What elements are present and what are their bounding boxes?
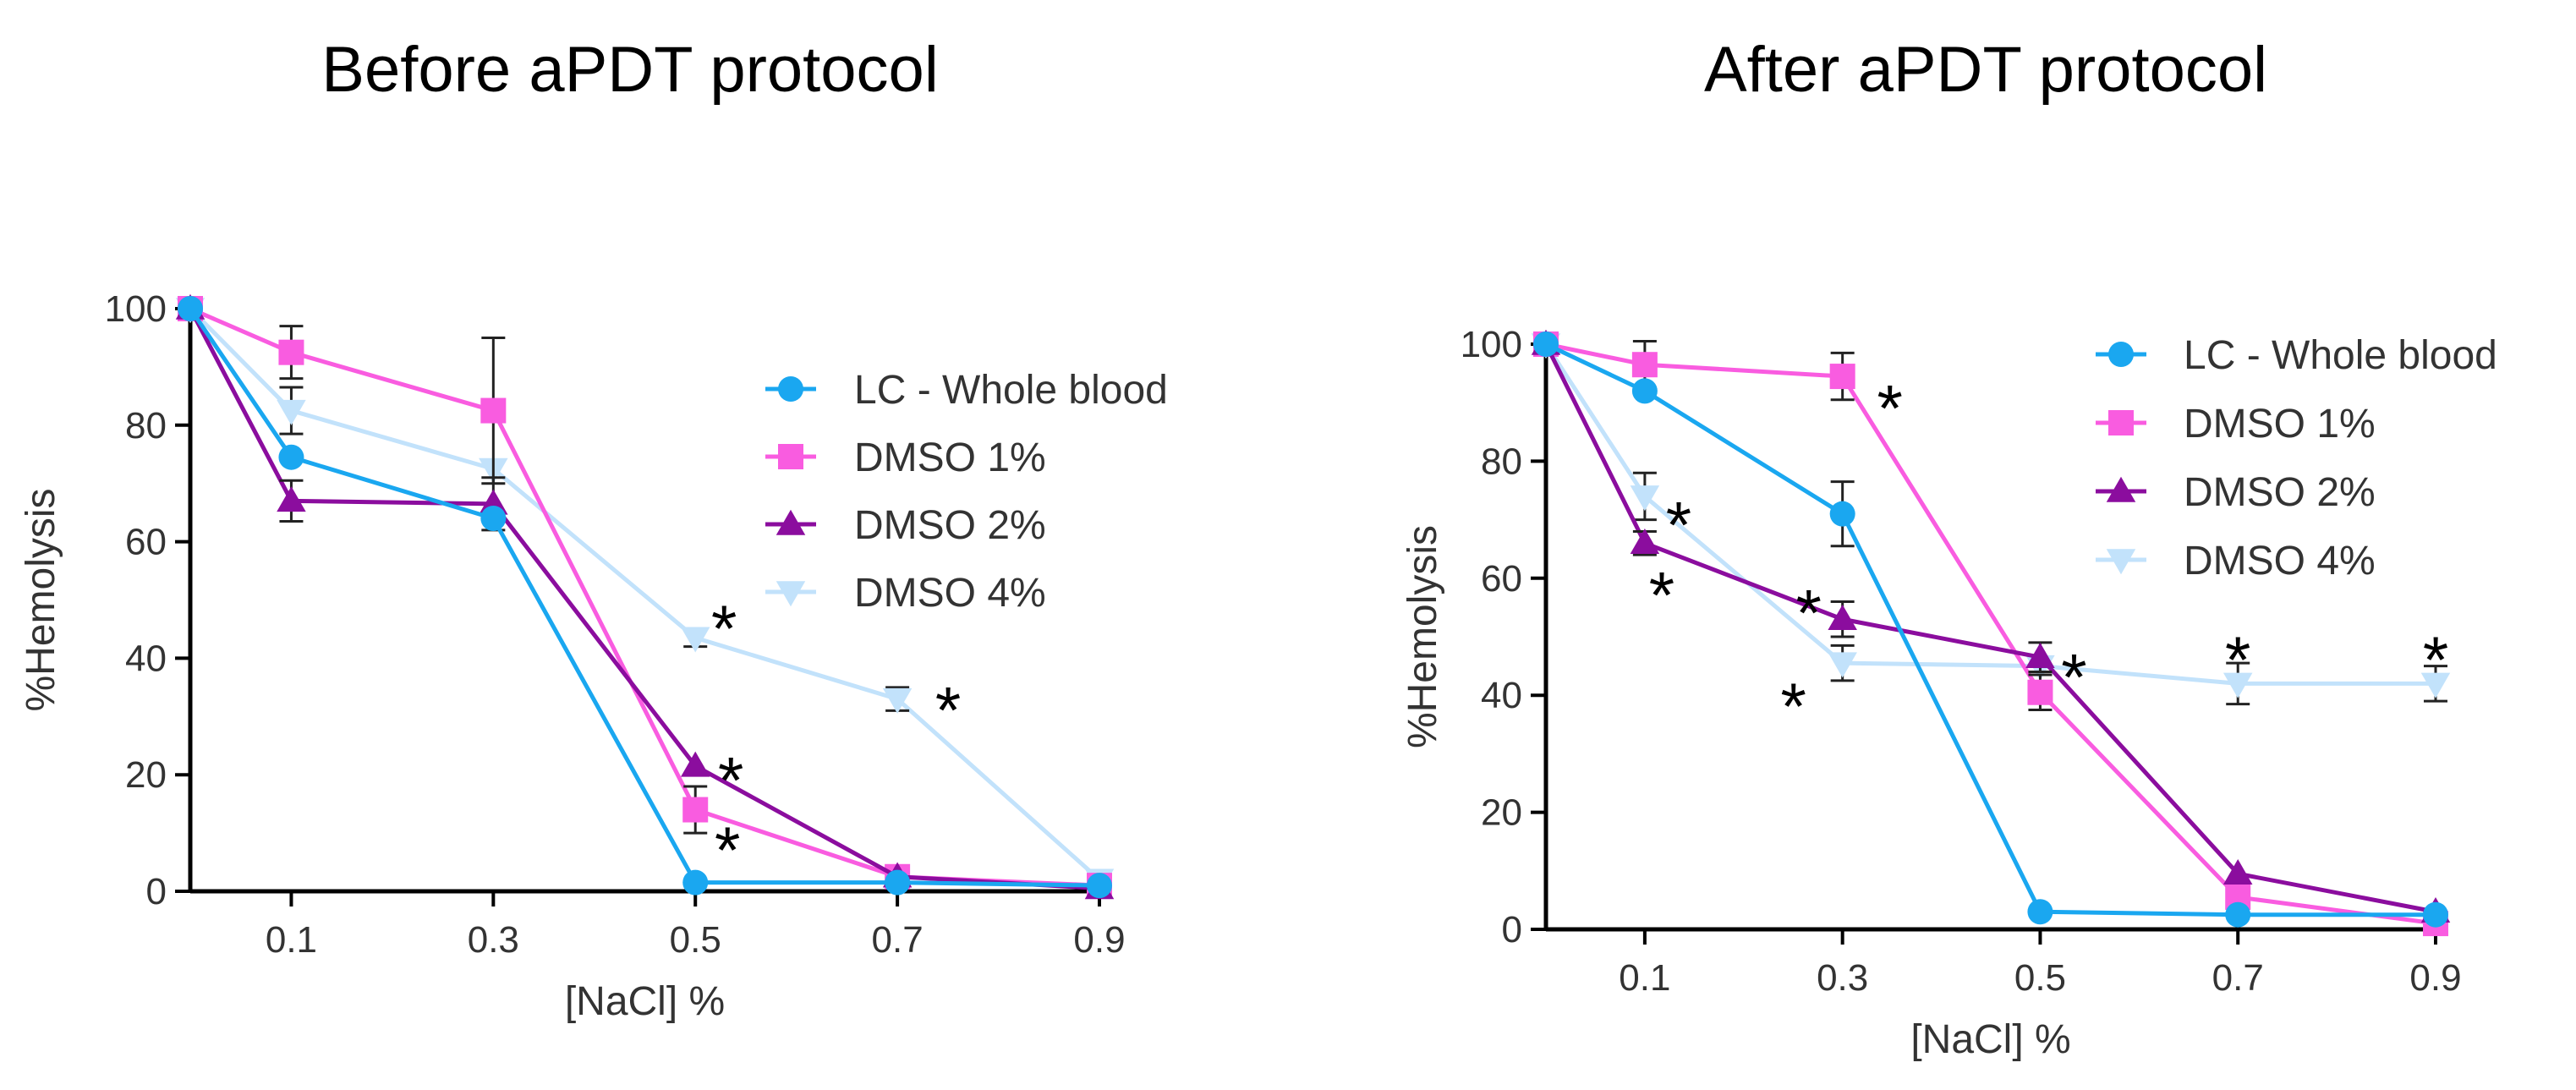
- data-point: [1631, 378, 1658, 404]
- x-tick-label: 0.9: [2409, 957, 2461, 999]
- y-tick-label: 20: [1481, 792, 1522, 834]
- data-point: [178, 296, 203, 321]
- series-lc-whole-blood: [1533, 331, 2448, 928]
- data-point: [2423, 901, 2448, 928]
- data-point: [1829, 501, 1855, 527]
- data-point: [1828, 652, 1857, 678]
- chart-before-aPDT: Before aPDT protocol 0 20 40 60 80 100 0.1 0.3 0.…: [19, 34, 1168, 1024]
- legend-marker: [778, 444, 803, 469]
- significance-star: *: [711, 591, 737, 666]
- data-point: [682, 797, 709, 823]
- series-line: [188, 307, 1100, 888]
- legend-marker: [2106, 476, 2136, 502]
- legend-label: DMSO 4%: [2184, 539, 2376, 583]
- data-point: [1087, 873, 1112, 899]
- legend-label: DMSO 4%: [854, 571, 1046, 616]
- data-point: [682, 869, 709, 896]
- series-line: [188, 307, 1100, 891]
- y-tick-label: 60: [1481, 558, 1522, 600]
- y-tick-label: 100: [105, 288, 167, 330]
- significance-star: *: [1877, 370, 1902, 445]
- y-axis-label: %Hemolysis: [1400, 525, 1445, 748]
- data-point: [2025, 642, 2055, 668]
- y-tick-label: 0: [146, 871, 167, 912]
- x-axis-label: [NaCl] %: [565, 979, 725, 1024]
- legend-label: LC - Whole blood: [2184, 333, 2497, 378]
- data-point: [2027, 899, 2053, 925]
- y-tick-label: 80: [125, 405, 167, 446]
- legend-marker: [2106, 549, 2136, 575]
- significance-star: *: [1649, 558, 1674, 633]
- legend-marker: [778, 376, 803, 402]
- data-point: [1533, 331, 1559, 357]
- significance-star: *: [935, 673, 961, 748]
- data-point: [885, 869, 911, 896]
- data-point: [2225, 901, 2251, 928]
- significance-star: *: [1666, 488, 1691, 562]
- y-axis-label: %Hemolysis: [19, 488, 63, 711]
- legend-label: DMSO 2%: [2184, 470, 2376, 515]
- legend-marker: [776, 581, 806, 607]
- data-point: [1828, 604, 1857, 630]
- x-tick-label: 0.7: [872, 919, 924, 961]
- data-point: [480, 506, 507, 532]
- legend-label: DMSO 1%: [854, 435, 1046, 480]
- x-tick-label: 0.5: [2014, 957, 2066, 999]
- data-point: [1631, 352, 1658, 378]
- chart-title: Before aPDT protocol: [321, 34, 938, 106]
- data-point: [2222, 859, 2253, 885]
- data-point: [680, 627, 710, 653]
- legend-marker: [2108, 410, 2134, 435]
- chart-title: After aPDT protocol: [1704, 34, 2267, 106]
- legend-label: LC - Whole blood: [854, 368, 1168, 413]
- series-lc-whole-blood: [178, 296, 1112, 899]
- data-point: [278, 339, 304, 365]
- series-line: [1543, 342, 2436, 914]
- significance-star: *: [718, 742, 743, 817]
- x-axis-label: [NaCl] %: [1910, 1017, 2070, 1062]
- significance-star: *: [1795, 575, 1821, 649]
- data-point: [882, 687, 913, 714]
- data-point: [1630, 529, 1660, 555]
- data-point: [680, 751, 710, 777]
- data-point: [1829, 364, 1855, 390]
- data-point: [2222, 672, 2253, 698]
- series-line: [1543, 342, 2436, 686]
- series-line: [1544, 342, 2436, 917]
- series-line: [189, 307, 1101, 882]
- y-tick-label: 40: [1481, 675, 1522, 716]
- y-tick-label: 40: [125, 638, 167, 679]
- significance-star: *: [2061, 640, 2086, 715]
- data-point: [277, 399, 306, 425]
- x-tick-label: 0.5: [670, 919, 721, 961]
- y-tick-label: 20: [125, 754, 167, 796]
- data-point: [278, 444, 304, 470]
- x-tick-label: 0.3: [1817, 957, 1868, 999]
- legend-marker: [2108, 342, 2134, 367]
- series-line: [1545, 342, 2436, 926]
- data-point: [277, 486, 306, 512]
- significance-star: *: [2225, 622, 2250, 697]
- data-point: [1630, 485, 1660, 512]
- x-tick-label: 0.3: [468, 919, 519, 961]
- x-tick-label: 0.1: [266, 919, 317, 961]
- y-tick-label: 0: [1502, 909, 1522, 950]
- legend-label: DMSO 2%: [854, 503, 1046, 548]
- significance-star: *: [715, 813, 740, 887]
- x-tick-label: 0.9: [1073, 919, 1125, 961]
- legend-label: DMSO 1%: [2184, 402, 2376, 446]
- y-tick-label: 80: [1481, 441, 1522, 482]
- data-point: [2027, 679, 2053, 705]
- data-point: [2420, 672, 2451, 698]
- data-point: [480, 397, 507, 424]
- legend-marker: [776, 509, 806, 535]
- chart-after-aPDT: After aPDT protocol 0 20 40 60 80 100 0.1 0.3 0.5…: [1400, 34, 2497, 1062]
- y-tick-label: 100: [1461, 324, 1522, 365]
- x-tick-label: 0.7: [2212, 957, 2264, 999]
- significance-star: *: [2423, 622, 2448, 697]
- y-tick-label: 60: [125, 522, 167, 563]
- x-tick-label: 0.1: [1619, 957, 1670, 999]
- significance-star: *: [1780, 669, 1806, 743]
